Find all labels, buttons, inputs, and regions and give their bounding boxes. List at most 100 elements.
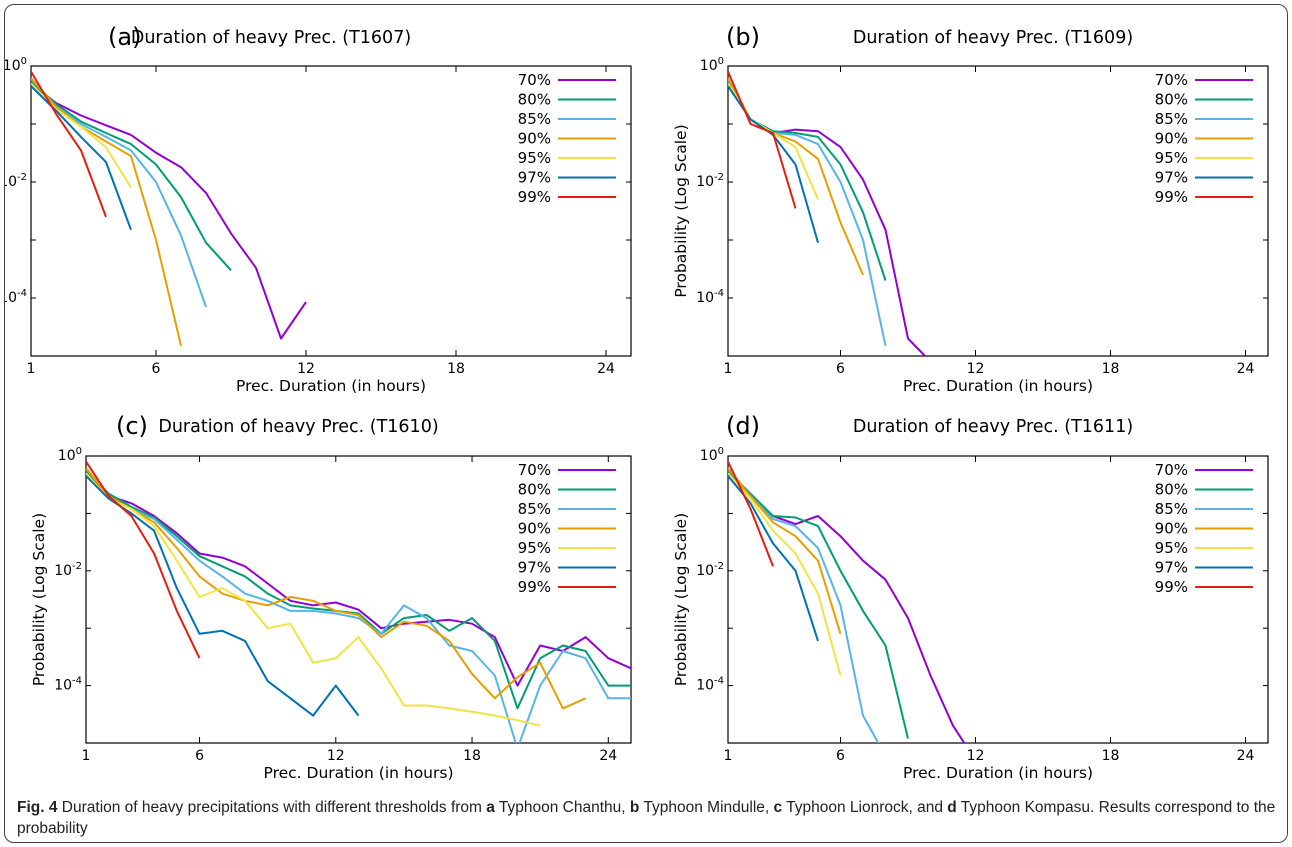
chart-title: Duration of heavy Prec. (T1607) — [131, 28, 411, 48]
plot-frame — [727, 455, 1269, 744]
caption-text-2: Typhoon Chanthu, — [494, 799, 630, 816]
legend-label: 99% — [518, 578, 551, 596]
x-axis-label: Prec. Duration (in hours) — [236, 377, 426, 395]
y-tick-label: 10-4 — [54, 676, 82, 694]
x-tick-label: 6 — [836, 748, 845, 764]
panel-label: (b) — [726, 23, 760, 51]
legend-label: 99% — [1155, 578, 1188, 596]
y-tick-label: 10-2 — [54, 561, 82, 579]
y-tick-label: 10-4 — [696, 288, 724, 306]
y-tick-label: 100 — [58, 446, 82, 464]
series-line-80pct — [86, 470, 631, 710]
series-line-90pct — [728, 77, 864, 276]
x-tick-label: 18 — [1102, 748, 1120, 764]
chart-panel-2: (b) Duration of heavy Prec. (T1609) 1 6 12 18… — [672, 23, 1269, 395]
x-tick-label: 18 — [463, 748, 481, 764]
legend-label: 95% — [518, 539, 551, 557]
legend-label: 70% — [1155, 71, 1188, 89]
series-group — [728, 461, 966, 743]
series-line-97pct — [728, 475, 819, 642]
legend-label: 70% — [518, 71, 551, 89]
figure-frame: (a) Duration of heavy Prec. (T1607) 1 6 12 18… — [4, 4, 1288, 843]
legend-label: 90% — [518, 130, 551, 148]
series-line-99pct — [31, 71, 107, 218]
legend-label: 95% — [1155, 539, 1188, 557]
plot-frame — [85, 455, 632, 744]
legend-label: 97% — [518, 559, 551, 577]
series-line-80pct — [728, 80, 887, 281]
legend-label: 85% — [1155, 110, 1188, 128]
y-tick-label: 100 — [700, 446, 724, 464]
caption-fig-label: Fig. 4 — [17, 799, 58, 816]
x-axis-label: Prec. Duration (in hours) — [903, 377, 1093, 395]
caption-text-5: Typhoon Kompasu. Results correspond to t… — [17, 799, 1276, 837]
series-line-90pct — [86, 467, 587, 710]
series-line-70pct — [86, 472, 631, 687]
y-tick-label: 100 — [5, 56, 27, 74]
legend-label: 95% — [518, 149, 551, 167]
series-group — [86, 461, 631, 743]
x-tick-label: 1 — [27, 361, 36, 377]
legend-label: 85% — [518, 110, 551, 128]
legend-label: 99% — [518, 188, 551, 206]
y-tick-label: 10-4 — [696, 676, 724, 694]
series-line-80pct — [31, 80, 232, 271]
figure-panels: (a)Duration of heavy Prec. (T1607)1 6 12 18… — [5, 23, 1269, 782]
x-tick-label: 24 — [1237, 361, 1255, 377]
panel-label: (a) — [108, 23, 141, 51]
series-line-99pct — [86, 461, 201, 659]
legend-label: 80% — [1155, 91, 1188, 109]
x-tick-label: 12 — [327, 748, 345, 764]
x-tick-label: 24 — [597, 361, 615, 377]
x-tick-label: 1 — [724, 361, 733, 377]
caption-panel-b: b — [629, 799, 640, 816]
series-line-90pct — [728, 467, 842, 635]
series-line-97pct — [728, 85, 819, 243]
legend-label: 97% — [1155, 559, 1188, 577]
x-tick-label: 18 — [1102, 361, 1120, 377]
series-line-97pct — [86, 475, 360, 717]
caption-panel-a: a — [486, 799, 495, 816]
legend-label: 97% — [518, 169, 551, 187]
series-group — [728, 71, 927, 356]
figure-caption: Fig. 4 Duration of heavy precipitations … — [17, 797, 1279, 839]
x-tick-label: 12 — [967, 361, 985, 377]
legend-label: 80% — [1155, 481, 1188, 499]
legend-label: 80% — [518, 481, 551, 499]
x-tick-label: 24 — [599, 748, 617, 764]
series-line-99pct — [728, 71, 797, 209]
chart-title: Duration of heavy Prec. (T1611) — [853, 417, 1133, 437]
caption-text-1: Duration of heavy precipitations with di… — [57, 799, 487, 816]
y-tick-label: 10-2 — [696, 172, 724, 190]
x-tick-label: 12 — [297, 361, 315, 377]
series-line-70pct — [31, 82, 307, 340]
chart-title: Duration of heavy Prec. (T1610) — [158, 417, 438, 437]
legend-label: 85% — [518, 500, 551, 518]
series-line-80pct — [728, 470, 909, 739]
caption-text-3: Typhoon Mindulle, — [639, 799, 774, 816]
caption-text-4: Typhoon Lionrock, and — [782, 799, 948, 816]
y-tick-label: 10-2 — [5, 172, 27, 190]
legend-label: 70% — [1155, 461, 1188, 479]
plot-frame — [727, 65, 1269, 357]
series-line-99pct — [728, 461, 774, 567]
y-tick-label: 100 — [700, 56, 724, 74]
series-line-95pct — [86, 472, 541, 727]
legend-label: 90% — [1155, 130, 1188, 148]
x-tick-label: 12 — [967, 748, 985, 764]
series-line-95pct — [728, 472, 842, 676]
x-tick-label: 1 — [82, 748, 91, 764]
x-tick-label: 18 — [447, 361, 465, 377]
x-axis-label: Prec. Duration (in hours) — [264, 764, 454, 782]
plot-frame — [30, 65, 632, 357]
legend-label: 85% — [1155, 500, 1188, 518]
legend-label: 95% — [1155, 149, 1188, 167]
series-group — [31, 71, 307, 347]
y-axis-label: Probability (Log Scale) — [30, 513, 48, 686]
x-tick-label: 1 — [724, 748, 733, 764]
chart-title: Duration of heavy Prec. (T1609) — [853, 28, 1133, 48]
x-axis-label: Prec. Duration (in hours) — [903, 764, 1093, 782]
caption-panel-c: c — [773, 799, 783, 816]
panel-label: (c) — [116, 412, 148, 440]
chart-panel-4: (d) Duration of heavy Prec. (T1611) 1 6 12 18… — [672, 412, 1269, 782]
